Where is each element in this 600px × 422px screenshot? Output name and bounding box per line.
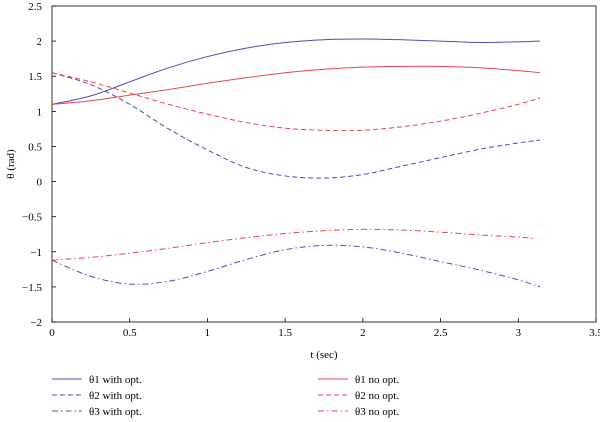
legend-label: θ3 with opt. bbox=[89, 406, 142, 418]
series-line-1 bbox=[51, 38, 541, 105]
legend-item-4: θ1 no opt. bbox=[318, 374, 399, 386]
legend-item-3: θ3 with opt. bbox=[52, 406, 142, 418]
legend-item-1: θ1 with opt. bbox=[52, 374, 142, 386]
legend-label: θ3 no opt. bbox=[355, 406, 399, 418]
y-tick-label: 1 bbox=[37, 106, 43, 118]
x-tick-label: 1 bbox=[205, 327, 211, 339]
legend-label: θ2 no opt. bbox=[355, 390, 399, 402]
y-tick-label: 2 bbox=[37, 36, 43, 48]
series-line-3 bbox=[51, 244, 541, 288]
y-tick-label: 0.5 bbox=[28, 141, 42, 153]
y-tick-label: −1 bbox=[30, 247, 42, 259]
y-tick-label: −2 bbox=[30, 317, 42, 329]
x-axis-label: t (sec) bbox=[310, 349, 338, 361]
x-tick-label: 0.5 bbox=[123, 327, 137, 339]
series-line-2 bbox=[51, 72, 541, 179]
x-tick-label: 2 bbox=[360, 327, 366, 339]
series-line-5 bbox=[51, 72, 541, 132]
legend-item-6: θ3 no opt. bbox=[318, 406, 399, 418]
legend-label: θ1 with opt. bbox=[89, 374, 142, 386]
series-line-4 bbox=[51, 65, 541, 105]
y-tick-label: 1.5 bbox=[28, 71, 42, 83]
legend: θ1 with opt. θ2 with opt. θ3 with opt. θ1 n… bbox=[52, 374, 399, 418]
y-tick-label: −1.5 bbox=[22, 282, 42, 294]
y-tick-label: −0.5 bbox=[22, 212, 42, 224]
legend-label: θ2 with opt. bbox=[89, 390, 142, 402]
x-tick-label: 3 bbox=[516, 327, 522, 339]
plot-area bbox=[51, 5, 597, 323]
y-tick-label: 0 bbox=[37, 177, 43, 189]
y-axis-label: θ (rad) bbox=[5, 149, 17, 179]
y-tick-label: 2.5 bbox=[28, 1, 42, 13]
y-axis: −2 −1.5 −1 −0.5 0 0.5 1 1.5 2 2.5 bbox=[22, 1, 56, 329]
x-tick-label: 1.5 bbox=[278, 327, 292, 339]
legend-item-2: θ2 with opt. bbox=[52, 390, 142, 402]
x-tick-label: 3.5 bbox=[589, 327, 600, 339]
series-line-6 bbox=[51, 228, 534, 261]
x-tick-label: 0 bbox=[49, 327, 55, 339]
legend-label: θ1 no opt. bbox=[355, 374, 399, 386]
legend-item-5: θ2 no opt. bbox=[318, 390, 399, 402]
x-tick-label: 2.5 bbox=[434, 327, 448, 339]
x-axis: 0 0.5 1 1.5 2 2.5 3 3.5 bbox=[49, 318, 600, 339]
axes-frame bbox=[51, 5, 597, 323]
